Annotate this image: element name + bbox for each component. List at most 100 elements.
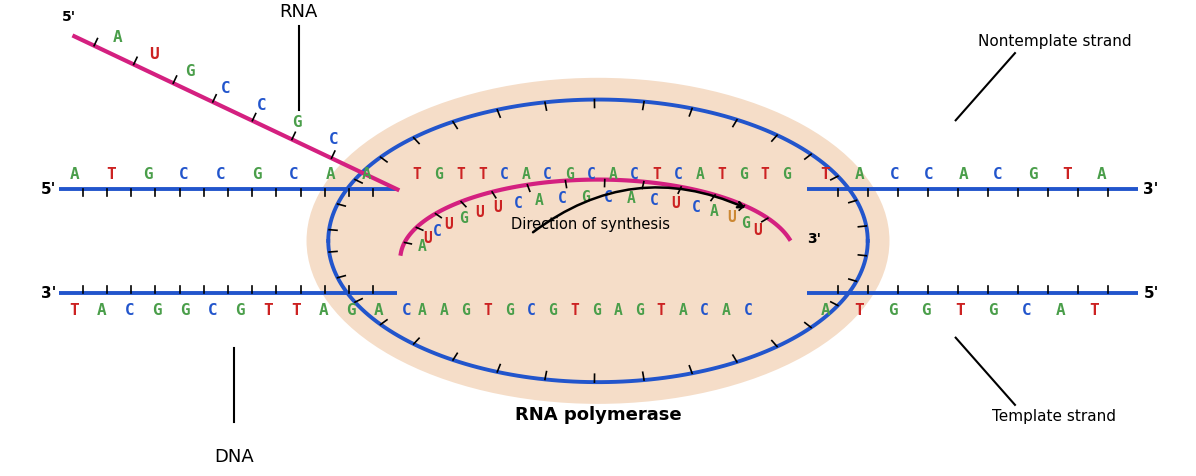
Text: 5': 5' xyxy=(41,182,56,197)
Text: A: A xyxy=(820,303,830,318)
Text: C: C xyxy=(543,167,553,181)
Text: G: G xyxy=(293,115,303,130)
Text: A: A xyxy=(614,303,622,318)
Text: 3': 3' xyxy=(1143,182,1159,197)
Text: C: C xyxy=(179,167,189,181)
Text: G: G xyxy=(181,303,190,318)
Text: U: U xyxy=(753,223,762,238)
Text: C: C xyxy=(744,303,752,318)
Text: Nontemplate strand: Nontemplate strand xyxy=(977,34,1131,49)
Text: G: G xyxy=(782,167,791,181)
Text: T: T xyxy=(652,167,660,181)
Text: T: T xyxy=(483,303,492,318)
Text: C: C xyxy=(691,200,700,215)
Text: A: A xyxy=(627,191,636,206)
Text: U: U xyxy=(423,231,433,246)
Text: C: C xyxy=(630,167,639,181)
Text: G: G xyxy=(252,167,262,181)
Text: A: A xyxy=(521,167,530,181)
Text: A: A xyxy=(1056,303,1066,318)
Text: U: U xyxy=(494,200,502,215)
Text: T: T xyxy=(657,303,666,318)
Text: T: T xyxy=(1090,303,1099,318)
Text: C: C xyxy=(890,167,899,181)
Text: U: U xyxy=(150,47,159,62)
Text: A: A xyxy=(535,193,544,208)
Text: G: G xyxy=(635,303,643,318)
Text: T: T xyxy=(69,303,79,318)
Text: T: T xyxy=(761,167,769,181)
Text: A: A xyxy=(678,303,688,318)
Text: C: C xyxy=(221,81,231,96)
Text: T: T xyxy=(854,303,864,318)
Text: G: G xyxy=(592,303,600,318)
Text: T: T xyxy=(820,167,830,181)
Text: A: A xyxy=(710,205,719,219)
Text: A: A xyxy=(855,167,865,181)
Text: T: T xyxy=(291,303,300,318)
Text: Direction of synthesis: Direction of synthesis xyxy=(511,217,670,231)
Text: C: C xyxy=(257,98,267,113)
Text: A: A xyxy=(722,303,731,318)
Text: G: G xyxy=(346,303,355,318)
Text: T: T xyxy=(570,303,579,318)
Text: C: C xyxy=(402,303,411,318)
Text: A: A xyxy=(114,30,123,45)
Text: G: G xyxy=(988,303,997,318)
Text: C: C xyxy=(1023,303,1032,318)
Text: A: A xyxy=(417,303,427,318)
Text: 3': 3' xyxy=(807,232,822,246)
Text: C: C xyxy=(433,224,441,239)
Text: G: G xyxy=(185,64,195,79)
Text: C: C xyxy=(673,167,683,181)
Text: C: C xyxy=(925,167,934,181)
Text: RNA polymerase: RNA polymerase xyxy=(514,406,682,424)
Text: C: C xyxy=(514,196,523,211)
Text: T: T xyxy=(954,303,964,318)
Text: A: A xyxy=(959,167,969,181)
Text: G: G xyxy=(462,303,470,318)
Text: G: G xyxy=(548,303,557,318)
Text: C: C xyxy=(994,167,1003,181)
Text: C: C xyxy=(124,303,134,318)
Text: G: G xyxy=(153,303,163,318)
Text: G: G xyxy=(434,167,444,181)
Text: T: T xyxy=(718,167,726,181)
Text: C: C xyxy=(208,303,218,318)
Text: Template strand: Template strand xyxy=(993,409,1117,424)
Text: G: G xyxy=(581,190,590,205)
Text: 5': 5' xyxy=(1143,286,1159,301)
Text: A: A xyxy=(439,303,448,318)
Text: U: U xyxy=(727,210,736,225)
Text: C: C xyxy=(500,167,508,181)
Text: RNA: RNA xyxy=(280,3,318,21)
Text: G: G xyxy=(742,216,750,231)
Text: U: U xyxy=(445,217,453,232)
Text: A: A xyxy=(1097,167,1106,181)
Text: C: C xyxy=(557,191,567,206)
Text: 3': 3' xyxy=(41,286,56,301)
Text: G: G xyxy=(565,167,574,181)
Text: A: A xyxy=(695,167,704,181)
Text: U: U xyxy=(475,205,484,220)
Text: A: A xyxy=(97,303,106,318)
Text: C: C xyxy=(587,167,596,181)
Text: A: A xyxy=(609,167,617,181)
Text: C: C xyxy=(604,190,612,205)
Text: G: G xyxy=(887,303,897,318)
Text: C: C xyxy=(329,132,338,147)
Text: G: G xyxy=(1027,167,1038,181)
Text: U: U xyxy=(671,196,681,211)
Text: G: G xyxy=(921,303,930,318)
Text: DNA: DNA xyxy=(214,448,255,466)
Text: T: T xyxy=(106,167,116,181)
Text: C: C xyxy=(215,167,225,181)
Text: G: G xyxy=(739,167,748,181)
Ellipse shape xyxy=(306,78,890,404)
Text: T: T xyxy=(263,303,273,318)
Text: T: T xyxy=(457,167,465,181)
Text: C: C xyxy=(701,303,709,318)
Text: A: A xyxy=(325,167,335,181)
Text: 5': 5' xyxy=(62,10,77,24)
Text: C: C xyxy=(526,303,535,318)
